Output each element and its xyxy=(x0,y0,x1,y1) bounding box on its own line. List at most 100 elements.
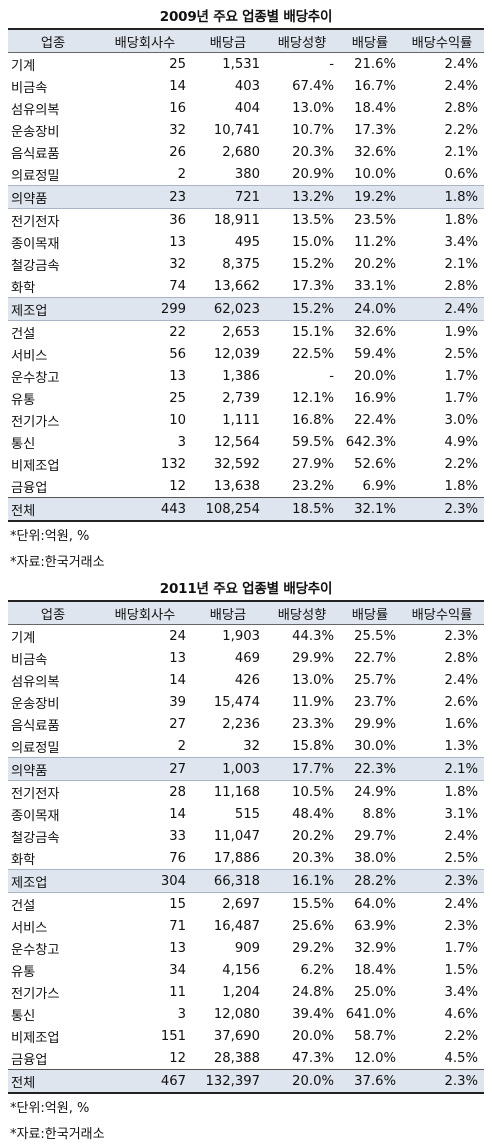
header-dividend-yield: 배당수익률 xyxy=(411,607,473,623)
payout-ratio-cell: 44.3% xyxy=(292,628,334,644)
dividend-yield-cell: 1.8% xyxy=(444,478,478,494)
payout-ratio-cell: 29.2% xyxy=(292,940,334,956)
table-row: 서비스 56 12,039 22.5% 59.4% 2.5% xyxy=(8,343,484,365)
dividend-rate-cell: 18.4% xyxy=(354,100,396,116)
company-count-cell: 15 xyxy=(169,896,186,912)
company-count-cell: 23 xyxy=(100,185,192,209)
table-row: 음식료품 26 2,680 20.3% 32.6% 2.1% xyxy=(8,141,484,163)
industry-cell: 의료정밀 xyxy=(11,740,60,756)
dividend-yield-cell: 2.8% xyxy=(444,100,478,116)
dividend-rate-cell: 22.4% xyxy=(354,412,396,428)
dividend-amount-cell: 909 xyxy=(234,940,260,956)
company-count-cell: 13 xyxy=(169,368,186,384)
table-row: 전기가스 11 1,204 24.8% 25.0% 3.4% xyxy=(8,981,484,1003)
payout-ratio-cell: - xyxy=(329,56,334,72)
industry-cell: 유통 xyxy=(11,392,36,408)
industry-cell: 섬유의복 xyxy=(11,674,60,690)
dividend-table: 업종 배당회사수 배당금 배당성향 배당률 배당수익률 기계 25 1,531 - 21.6% 2.… xyxy=(8,28,484,522)
dividend-amount-cell: 16,487 xyxy=(213,918,260,934)
dividend-yield-cell: 1.8% xyxy=(444,212,478,228)
header-industry: 업종 xyxy=(40,607,66,623)
table-row: 비제조업 132 32,592 27.9% 52.6% 2.2% xyxy=(8,453,484,475)
payout-ratio-cell: 17.7% xyxy=(266,757,340,781)
company-count-cell: 24 xyxy=(169,628,186,644)
header-payout-ratio: 배당성향 xyxy=(277,35,327,51)
dividend-yield-cell: 2.3% xyxy=(444,628,478,644)
company-count-cell: 443 xyxy=(100,497,192,522)
table-row: 금융업 12 28,388 47.3% 12.0% 4.5% xyxy=(8,1047,484,1070)
header-dividend-amount: 배당금 xyxy=(209,607,247,623)
dividend-yield-cell: 4.6% xyxy=(444,1006,478,1022)
industry-cell: 기계 xyxy=(11,58,36,74)
dividend-rate-cell: 20.2% xyxy=(354,256,396,272)
dividend-rate-cell: 32.6% xyxy=(354,324,396,340)
dividend-yield-cell: 4.9% xyxy=(444,434,478,450)
industry-cell: 철강금속 xyxy=(11,258,60,274)
company-count-cell: 299 xyxy=(100,297,192,321)
company-count-cell: 56 xyxy=(169,346,186,362)
dividend-yield-cell: 1.5% xyxy=(444,962,478,978)
dividend-yield-cell: 1.7% xyxy=(444,940,478,956)
dividend-yield-cell: 2.6% xyxy=(444,694,478,710)
dividend-yield-cell: 2.4% xyxy=(444,672,478,688)
payout-ratio-cell: 24.8% xyxy=(292,984,334,1000)
header-dividend-rate: 배당률 xyxy=(351,35,389,51)
dividend-amount-cell: 28,388 xyxy=(213,1050,260,1066)
industry-cell: 비제조업 xyxy=(11,458,60,474)
header-row: 업종 배당회사수 배당금 배당성향 배당률 배당수익률 xyxy=(8,601,484,625)
dividend-amount-cell: 2,697 xyxy=(222,896,260,912)
dividend-rate-cell: 30.0% xyxy=(354,738,396,754)
payout-ratio-cell: 13.0% xyxy=(292,100,334,116)
payout-ratio-cell: 15.2% xyxy=(266,297,340,321)
payout-ratio-cell: 67.4% xyxy=(292,78,334,94)
company-count-cell: 33 xyxy=(169,828,186,844)
dividend-rate-cell: 24.0% xyxy=(340,297,402,321)
dividend-section-2009: 2009년 주요 업종별 배당추이 업종 배당회사수 배당금 배당성향 배당률 배당수익률… xyxy=(8,6,484,576)
industry-cell: 전기전자 xyxy=(11,214,60,230)
industry-cell: 종이목재 xyxy=(11,808,60,824)
dividend-rate-cell: 38.0% xyxy=(354,850,396,866)
company-count-cell: 12 xyxy=(169,1050,186,1066)
company-count-cell: 304 xyxy=(100,869,192,893)
table-row: 의료정밀 2 32 15.8% 30.0% 1.3% xyxy=(8,735,484,758)
dividend-rate-cell: 16.9% xyxy=(354,390,396,406)
table-row: 종이목재 13 495 15.0% 11.2% 3.4% xyxy=(8,231,484,253)
dividend-rate-cell: 21.6% xyxy=(354,56,396,72)
dividend-rate-cell: 37.6% xyxy=(340,1069,402,1094)
table-row: 종이목재 14 515 48.4% 8.8% 3.1% xyxy=(8,803,484,825)
dividend-amount-cell: 17,886 xyxy=(213,850,260,866)
dividend-rate-cell: 29.7% xyxy=(354,828,396,844)
company-count-cell: 13 xyxy=(169,234,186,250)
dividend-amount-cell: 721 xyxy=(192,185,266,209)
dividend-amount-cell: 469 xyxy=(234,650,260,666)
table-title: 2011년 주요 업종별 배당추이 xyxy=(159,581,333,597)
dividend-yield-cell: 2.3% xyxy=(444,918,478,934)
industry-cell: 전기가스 xyxy=(11,986,60,1002)
dividend-rate-cell: 17.3% xyxy=(354,122,396,138)
company-count-cell: 25 xyxy=(169,390,186,406)
dividend-yield-cell: 2.4% xyxy=(444,56,478,72)
dividend-rate-cell: 22.7% xyxy=(354,650,396,666)
company-count-cell: 32 xyxy=(169,256,186,272)
dividend-amount-cell: 13,638 xyxy=(213,478,260,494)
dividend-amount-cell: 15,474 xyxy=(213,694,260,710)
dividend-yield-cell: 2.4% xyxy=(402,297,484,321)
payout-ratio-cell: 27.9% xyxy=(292,456,334,472)
payout-ratio-cell: 39.4% xyxy=(292,1006,334,1022)
payout-ratio-cell: 6.2% xyxy=(300,962,334,978)
industry-cell: 비제조업 xyxy=(11,1030,60,1046)
table-row: 제조업 299 62,023 15.2% 24.0% 2.4% xyxy=(8,297,484,321)
industry-cell: 제조업 xyxy=(8,297,100,321)
dividend-yield-cell: 2.3% xyxy=(402,869,484,893)
dividend-amount-cell: 1,903 xyxy=(222,628,260,644)
company-count-cell: 22 xyxy=(169,324,186,340)
industry-cell: 전체 xyxy=(8,1069,100,1094)
table-row: 음식료품 27 2,236 23.3% 29.9% 1.6% xyxy=(8,713,484,735)
unit-note: *단위:억원, % xyxy=(10,529,90,544)
total-row: 전체 443 108,254 18.5% 32.1% 2.3% xyxy=(8,497,484,522)
dividend-rate-cell: 12.0% xyxy=(354,1050,396,1066)
dividend-rate-cell: 28.2% xyxy=(340,869,402,893)
total-row: 전체 467 132,397 20.0% 37.6% 2.3% xyxy=(8,1069,484,1094)
company-count-cell: 27 xyxy=(100,757,192,781)
dividend-yield-cell: 1.3% xyxy=(444,738,478,754)
